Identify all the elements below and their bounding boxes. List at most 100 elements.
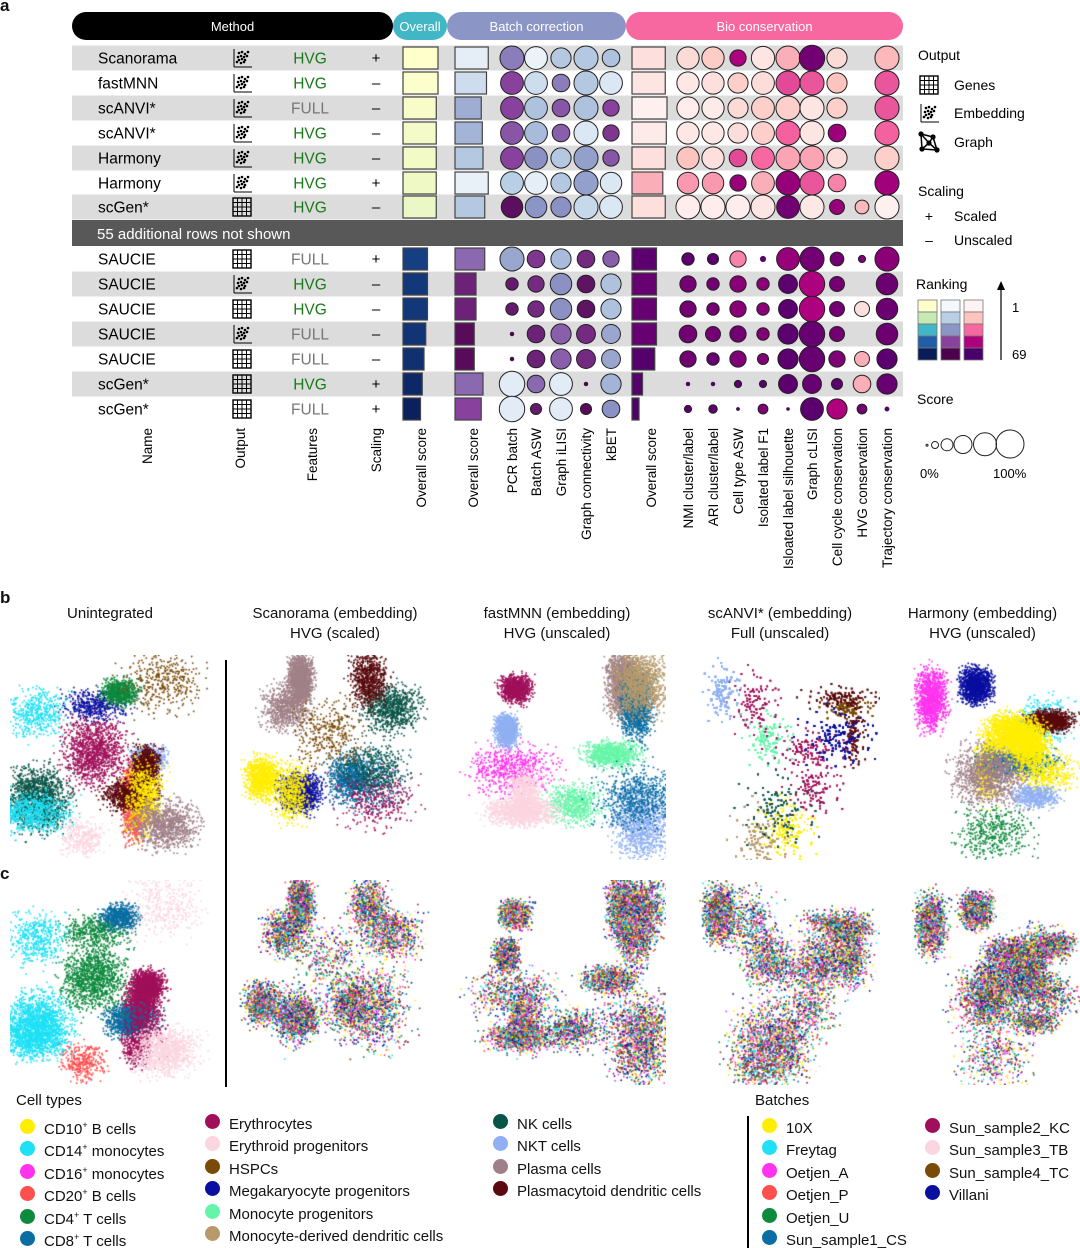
score-bar — [631, 71, 666, 95]
legend-dot-icon — [205, 1226, 220, 1241]
point — [924, 113, 928, 117]
score-circle — [751, 171, 775, 195]
column-label: Name — [140, 428, 155, 464]
score-circle — [573, 70, 599, 96]
point — [239, 104, 243, 108]
header-batch — [447, 12, 626, 40]
legend-label: CD10 — [44, 1121, 83, 1138]
score-circle — [602, 149, 620, 167]
score-circle — [798, 320, 826, 348]
axes — [233, 325, 252, 344]
point — [242, 80, 246, 84]
score-circle — [500, 146, 524, 170]
score-circle — [830, 377, 844, 391]
point — [242, 105, 246, 109]
score-circle — [729, 325, 747, 343]
score-circle — [526, 374, 546, 394]
score-circle — [874, 95, 900, 121]
embedding-icon — [233, 74, 252, 93]
embedding-icon — [233, 99, 252, 118]
score-circle — [778, 374, 798, 394]
score-circle — [676, 146, 700, 170]
legend-sup: + — [74, 1209, 80, 1220]
node — [934, 147, 940, 153]
ranking-swatch — [963, 347, 984, 361]
legend-dot-icon — [205, 1203, 220, 1219]
score-circle — [676, 96, 700, 120]
point — [240, 107, 244, 111]
score-circle — [750, 194, 776, 220]
point — [237, 108, 241, 112]
legend-label: Oetjen_U — [786, 1209, 850, 1227]
legend-item: Plasmacytoid dendritic cells — [493, 1181, 701, 1203]
point — [245, 54, 249, 58]
node — [930, 134, 936, 140]
point — [243, 284, 247, 288]
score-circle — [778, 299, 798, 319]
scaling-symbol: + — [925, 208, 933, 224]
legend-dot-icon — [762, 1118, 777, 1133]
point — [242, 160, 246, 164]
column-label: PCR batch — [505, 428, 520, 493]
score-circle — [729, 300, 747, 318]
score-circle — [876, 373, 898, 395]
score-bar — [631, 322, 658, 346]
score-circle — [500, 195, 524, 219]
column-label: HVG conservation — [855, 428, 870, 538]
axes — [233, 275, 252, 294]
scaling-value: – — [372, 100, 381, 117]
score-size-circle — [953, 435, 973, 454]
legend-sup: + — [82, 1187, 88, 1198]
score-bar — [454, 146, 484, 170]
score-circle — [706, 352, 720, 366]
point — [236, 80, 240, 84]
score-bar — [402, 96, 437, 120]
score-circle — [681, 252, 695, 266]
score-circle — [499, 246, 525, 272]
column-label: Isloated label silhouette — [781, 428, 796, 569]
score-circle — [678, 324, 698, 344]
point — [240, 57, 244, 61]
point — [239, 129, 243, 133]
score-circle — [573, 194, 599, 220]
point — [239, 54, 243, 58]
score-circle — [573, 145, 599, 171]
score-circle — [729, 174, 747, 192]
scaling-label: Scaled — [954, 208, 997, 224]
hidden-rows-bar — [72, 220, 903, 246]
legend-label: CD14 — [44, 1143, 83, 1161]
axes — [233, 99, 252, 118]
umap-title-line2: HVG (unscaled) — [929, 625, 1036, 642]
legend-item: CD4+ T cells — [20, 1204, 126, 1231]
legend-item: Oetjen_P — [762, 1185, 849, 1207]
score-circle — [751, 121, 775, 145]
table-row: Harmony HVG + — [98, 170, 900, 196]
table-row: scANVI* FULL – — [98, 95, 900, 121]
score-circle — [526, 324, 546, 344]
point — [239, 179, 243, 183]
point — [237, 101, 241, 105]
point — [242, 85, 246, 89]
score-circle — [576, 324, 596, 344]
score-circle — [505, 302, 519, 316]
method-name: Harmony — [98, 176, 161, 193]
features-value: HVG — [293, 200, 327, 217]
point — [926, 116, 930, 120]
point — [243, 108, 247, 112]
legend-label: CD4 — [44, 1210, 75, 1228]
score-circle — [573, 95, 599, 121]
features-value: HVG — [293, 277, 327, 294]
legend-label: CD20 — [44, 1188, 83, 1206]
point — [240, 132, 244, 136]
umap-title-line1: Scanorama (embedding) — [252, 605, 418, 622]
score-circle — [756, 352, 770, 366]
score-circle — [729, 275, 747, 293]
point — [926, 109, 930, 113]
score-circle — [827, 173, 847, 193]
score-circle — [550, 196, 572, 218]
table-row: scGen* HVG + — [98, 370, 898, 398]
scaling-value: + — [372, 401, 381, 418]
hidden-rows-label: 55 additional rows not shown — [97, 226, 290, 243]
point — [930, 107, 934, 111]
legend-label: Oetjen_P — [786, 1187, 849, 1205]
